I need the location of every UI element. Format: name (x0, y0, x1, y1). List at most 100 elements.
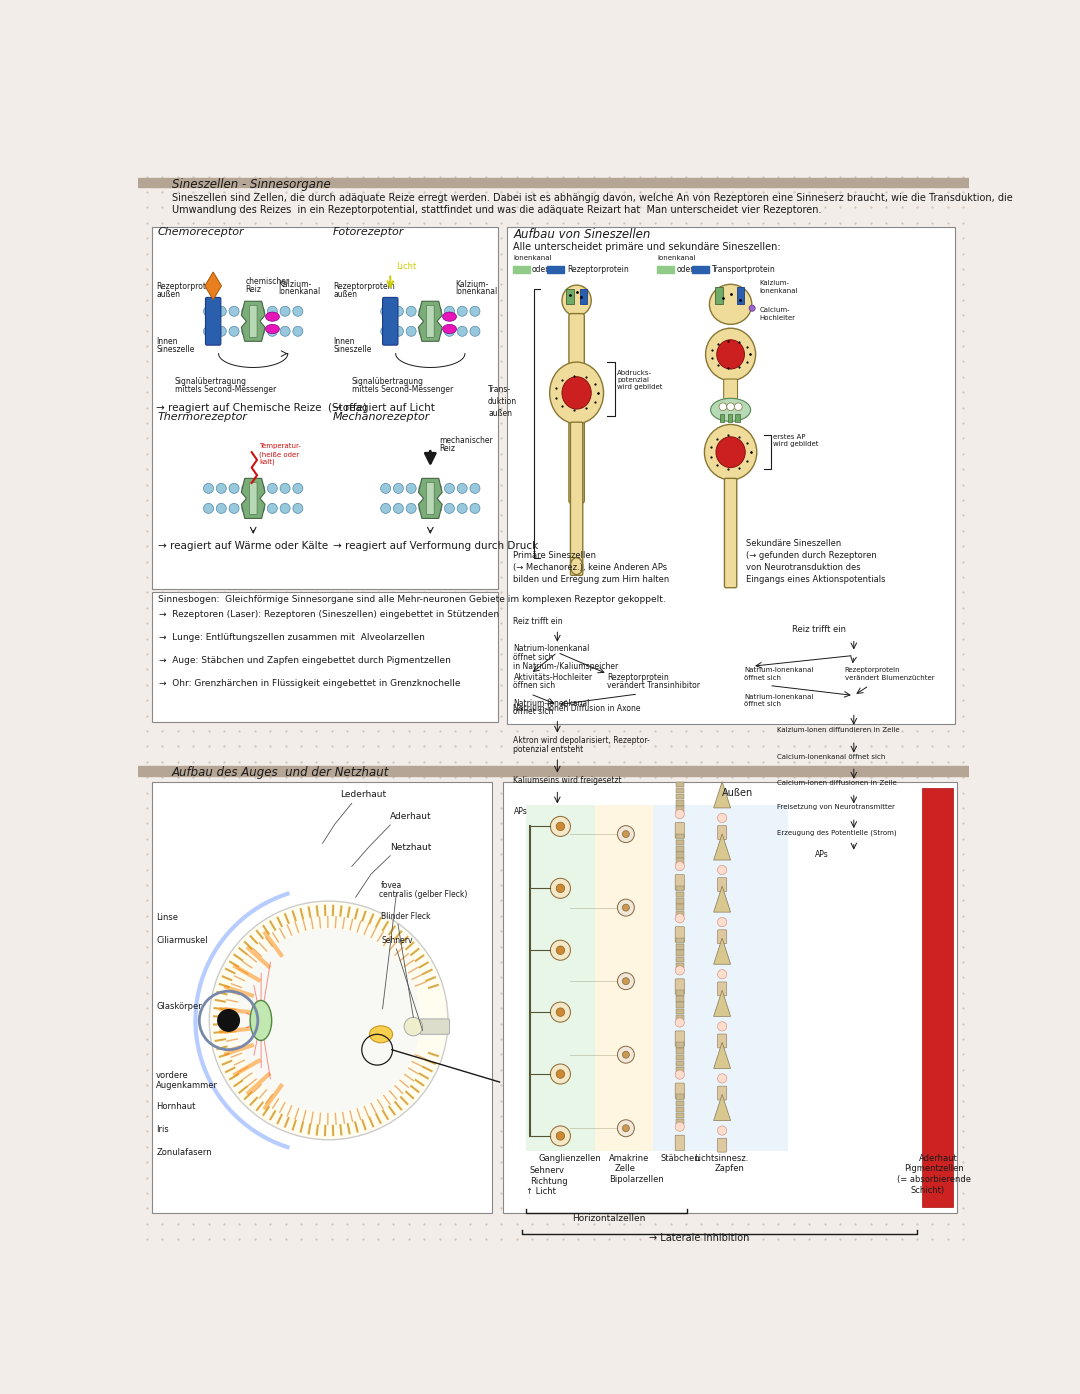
Circle shape (242, 484, 252, 493)
Text: Rezeptorprotein: Rezeptorprotein (845, 668, 901, 673)
FancyBboxPatch shape (427, 482, 434, 514)
Text: erstes AP
wird gebildet: erstes AP wird gebildet (773, 434, 819, 447)
Polygon shape (714, 938, 730, 965)
Circle shape (432, 326, 442, 336)
Bar (676, 1055, 684, 1059)
Circle shape (470, 484, 480, 493)
Circle shape (216, 503, 227, 513)
Text: → Laterale Inhibition: → Laterale Inhibition (649, 1234, 750, 1243)
Bar (676, 951, 684, 956)
Circle shape (675, 1122, 685, 1132)
Bar (658, 266, 674, 273)
Circle shape (393, 307, 404, 316)
Text: Calcium-Ionen diffusionen in Zelle: Calcium-Ionen diffusionen in Zelle (777, 779, 896, 786)
Circle shape (203, 307, 214, 316)
Circle shape (393, 326, 404, 336)
Circle shape (406, 326, 416, 336)
Bar (151, 227, 498, 590)
Bar (676, 905, 684, 910)
Circle shape (675, 1018, 685, 1027)
Circle shape (293, 307, 302, 316)
Ellipse shape (562, 286, 591, 316)
Text: Ionenkanal: Ionenkanal (513, 255, 552, 261)
Text: Innen: Innen (334, 337, 354, 346)
Circle shape (218, 1009, 240, 1032)
Text: →  Auge: Stäbchen und Zapfen eingebettet durch Pigmentzellen: → Auge: Stäbchen und Zapfen eingebettet … (159, 657, 451, 665)
Polygon shape (714, 1094, 730, 1121)
FancyBboxPatch shape (717, 930, 727, 944)
Text: verändert Blumenzüchter: verändert Blumenzüchter (845, 675, 934, 682)
Text: vordere: vordere (157, 1071, 189, 1080)
Bar (737, 287, 744, 304)
Text: ↑ Licht: ↑ Licht (526, 1188, 555, 1196)
Circle shape (432, 484, 442, 493)
Text: in Natrium-/Kaliumspeicher: in Natrium-/Kaliumspeicher (513, 662, 619, 672)
Ellipse shape (443, 325, 457, 333)
FancyBboxPatch shape (205, 297, 220, 346)
Text: Sineszellen sind Zellen, die durch adäquate Reize erregt werden. Dabei ist es ab: Sineszellen sind Zellen, die durch adäqu… (172, 194, 1012, 204)
Circle shape (457, 326, 468, 336)
Text: Rezeptorprotein: Rezeptorprotein (157, 282, 218, 291)
FancyBboxPatch shape (419, 1019, 449, 1034)
Ellipse shape (704, 424, 757, 480)
Ellipse shape (550, 362, 604, 424)
Bar (676, 1002, 684, 1008)
Text: Calcium-Ionenkanal öffnet sich: Calcium-Ionenkanal öffnet sich (777, 754, 886, 760)
Circle shape (457, 307, 468, 316)
FancyBboxPatch shape (675, 822, 685, 838)
Circle shape (216, 484, 227, 493)
Text: Natrium-Ionenkanal: Natrium-Ionenkanal (744, 694, 814, 700)
Bar (676, 938, 684, 944)
Bar (151, 592, 498, 722)
FancyBboxPatch shape (569, 314, 584, 503)
Circle shape (419, 484, 429, 493)
Polygon shape (714, 1043, 730, 1068)
Circle shape (675, 861, 685, 871)
Circle shape (675, 913, 685, 923)
Polygon shape (714, 887, 730, 912)
Circle shape (445, 307, 455, 316)
Bar (676, 1119, 684, 1125)
Text: → reagiert auf Wärme oder Kälte: → reagiert auf Wärme oder Kälte (158, 541, 328, 551)
Circle shape (216, 326, 227, 336)
Polygon shape (241, 478, 265, 519)
Circle shape (419, 307, 429, 316)
Ellipse shape (570, 558, 583, 574)
Polygon shape (418, 478, 442, 519)
Text: öffnet sich: öffnet sich (744, 701, 782, 707)
Circle shape (717, 813, 727, 822)
Text: Primäre Sineszellen
(→ Mechanorez.), keine Anderen APs
bilden und Erregung zum H: Primäre Sineszellen (→ Mechanorez.), kei… (513, 551, 670, 584)
Text: Zapfen: Zapfen (715, 1164, 744, 1174)
Circle shape (675, 1071, 685, 1079)
Text: (= absorbierende: (= absorbierende (896, 1175, 971, 1184)
Text: Aufbau des Auges  und der Netzhaut: Aufbau des Auges und der Netzhaut (172, 765, 389, 779)
Text: Richtung: Richtung (529, 1177, 567, 1186)
FancyBboxPatch shape (725, 478, 737, 588)
Bar (566, 289, 573, 304)
Polygon shape (714, 834, 730, 860)
Text: Zelle: Zelle (616, 1164, 636, 1174)
Circle shape (432, 503, 442, 513)
Ellipse shape (443, 312, 457, 321)
Circle shape (229, 307, 239, 316)
Text: Rezeptorprotein: Rezeptorprotein (567, 265, 630, 275)
Bar (676, 841, 684, 845)
Circle shape (268, 307, 278, 316)
Circle shape (380, 326, 391, 336)
Circle shape (242, 307, 252, 316)
Circle shape (618, 899, 634, 916)
Bar (676, 852, 684, 857)
Text: Hornhaut: Hornhaut (157, 1103, 195, 1111)
Text: Reiz: Reiz (245, 284, 261, 294)
Circle shape (675, 810, 685, 818)
Circle shape (445, 503, 455, 513)
Text: Ionenkanal: Ionenkanal (278, 287, 320, 297)
Text: Fotorezeptor: Fotorezeptor (333, 227, 404, 237)
Circle shape (556, 822, 565, 831)
FancyBboxPatch shape (724, 379, 738, 399)
Text: Außen: Außen (723, 788, 754, 797)
Bar (676, 956, 684, 962)
Text: Zonulafasern: Zonulafasern (157, 1149, 212, 1157)
FancyBboxPatch shape (675, 1032, 685, 1047)
Text: Umwandlung des Reizes  in ein Rezeptorpotential, stattfindet und was die adäquat: Umwandlung des Reizes in ein Rezeptorpot… (172, 205, 821, 216)
